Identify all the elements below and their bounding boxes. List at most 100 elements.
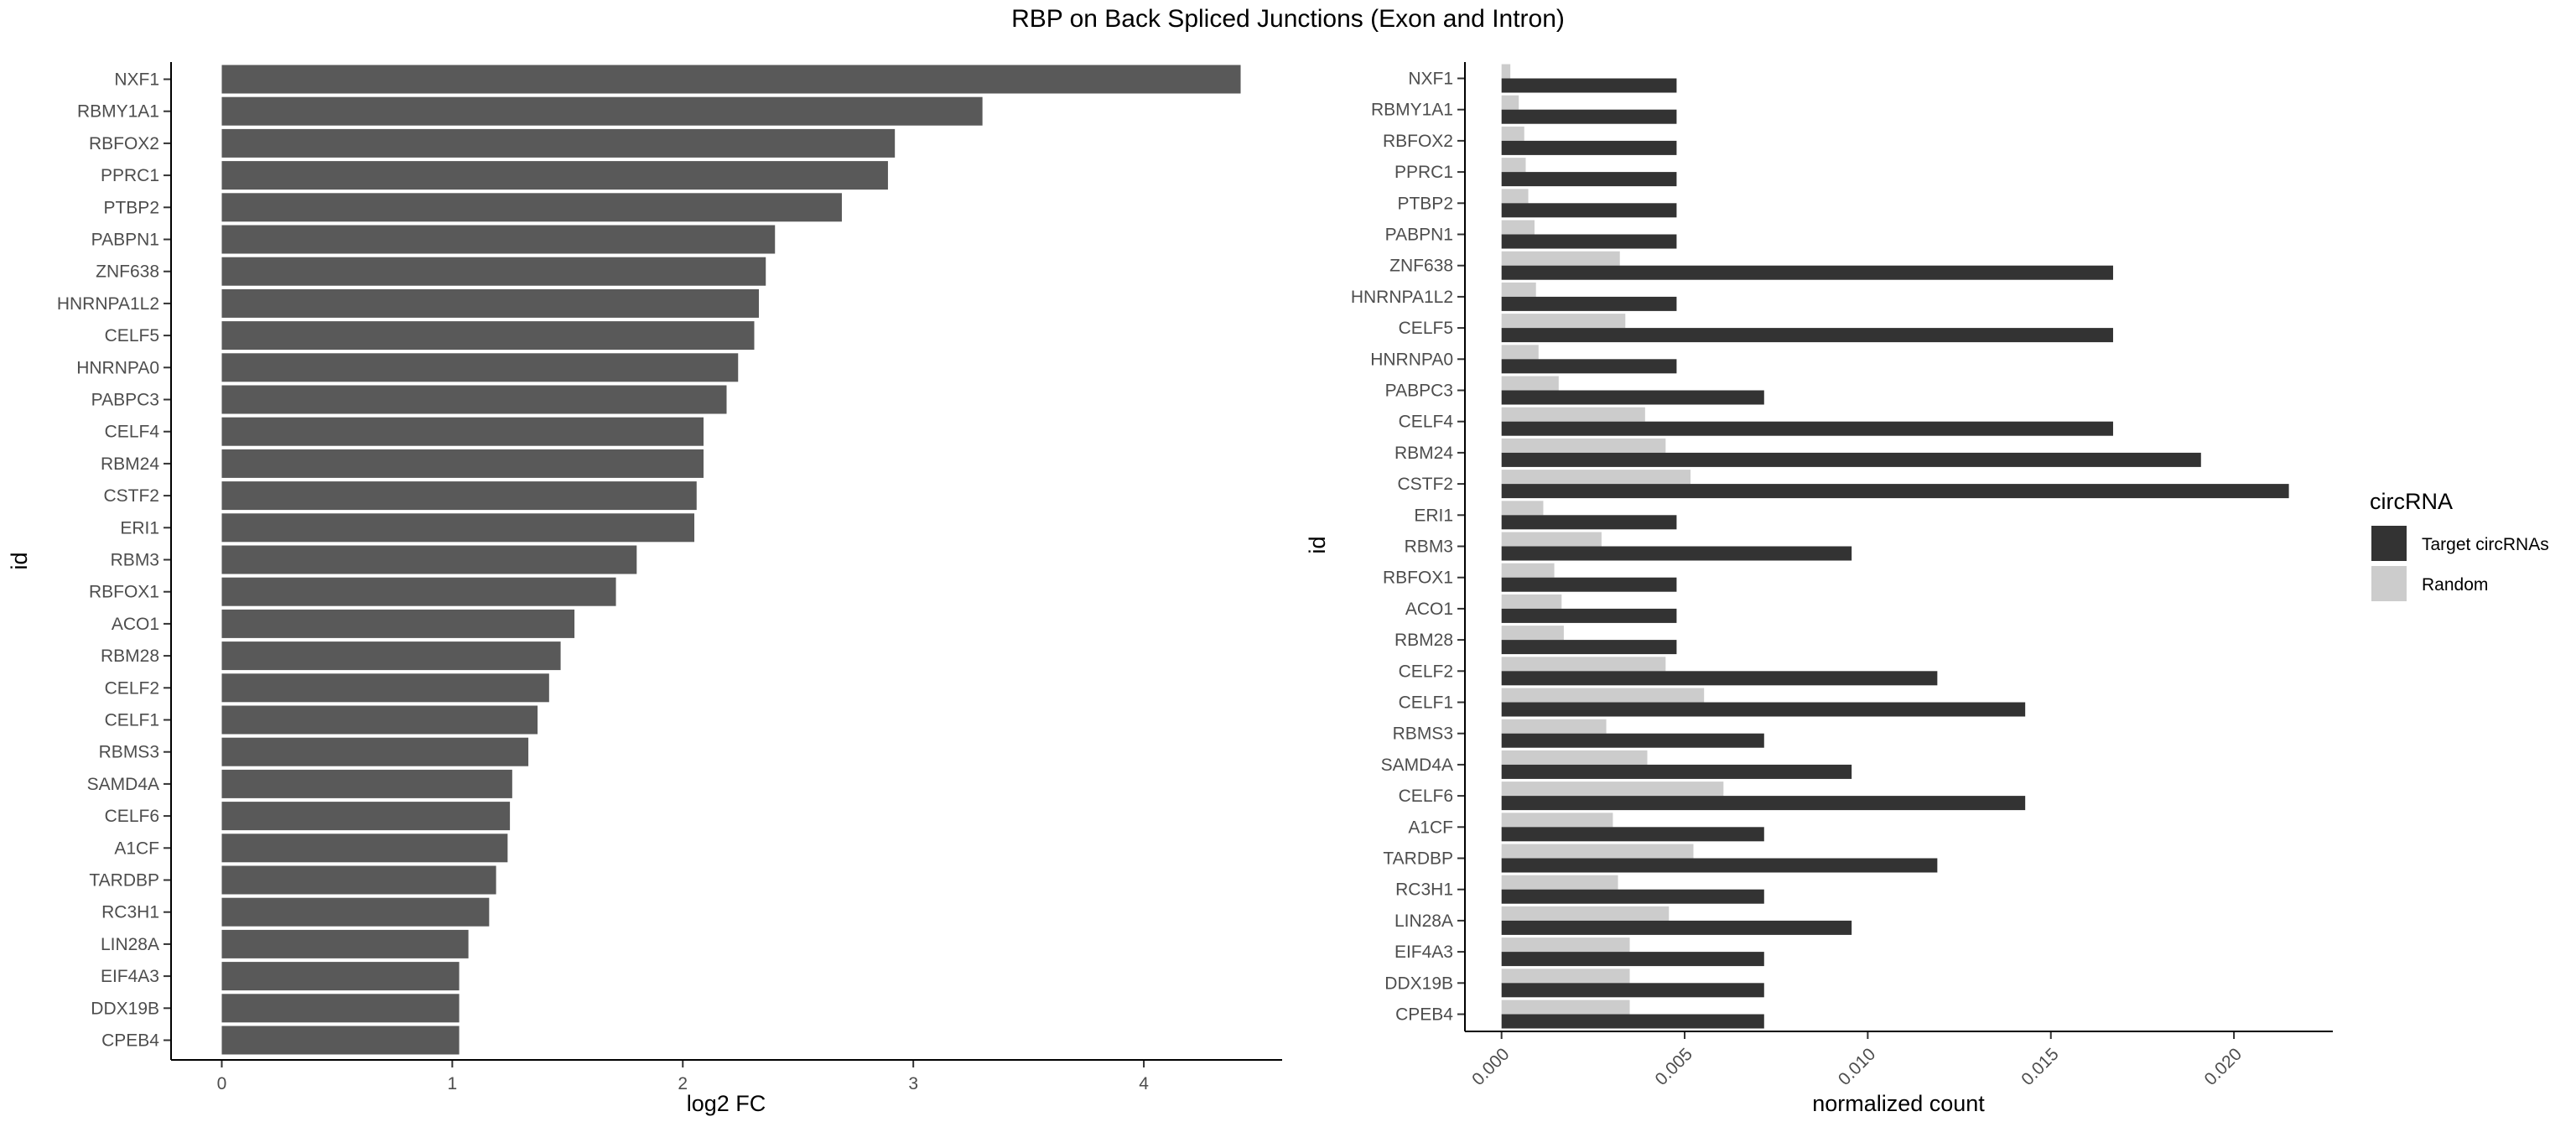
y-tick-label: LIN28A [101,935,159,954]
legend-swatch-random [2371,566,2407,601]
bar-nxf1 [221,65,1241,94]
bar-hnrnpa0 [221,353,739,382]
y-tick-label: NXF1 [114,70,159,90]
bar-target-hnrnpa1l2 [1501,296,1677,311]
bar-random-rbm24 [1501,438,1666,453]
bar-target-rbm24 [1501,452,2201,467]
y-tick-label: PPRC1 [101,166,159,185]
bar-tardbp [221,865,496,895]
legend-label-random: Random [2422,575,2488,595]
bar-target-rbm28 [1501,640,1677,655]
bar-hnrnpa1l2 [221,288,759,318]
y-tick-label: CELF5 [1399,319,1453,338]
y-tick-label: RBM3 [111,551,159,570]
bar-target-pprc1 [1501,172,1677,187]
bar-rbm3 [221,545,637,574]
bar-target-hnrnpa0 [1501,359,1677,374]
bar-random-rbms3 [1501,719,1607,734]
bar-random-a1cf [1501,813,1613,828]
x-tick-label: 1 [448,1074,458,1093]
bar-random-rbmy1a1 [1501,95,1519,110]
bar-random-celf5 [1501,314,1626,329]
y-tick-label: RBFOX1 [1383,569,1453,588]
bar-target-aco1 [1501,608,1677,623]
left-x-axis-title: log2 FC [687,1091,766,1116]
bar-samd4a [221,769,512,798]
y-tick-label: A1CF [114,839,159,858]
y-tick-label: CELF4 [105,423,160,442]
y-tick-label: NXF1 [1408,70,1453,89]
bar-target-cstf2 [1501,484,2289,499]
y-tick-label: RBM28 [101,647,159,666]
y-tick-label: PABPN1 [91,231,159,250]
bar-target-rc3h1 [1501,889,1764,904]
y-tick-label: PABPN1 [1385,226,1453,245]
bar-cpeb4 [221,1026,460,1055]
right-x-ticks: 0.000 0.005 0.010 0.015 0.020 [1468,1031,2246,1089]
y-tick-label: CELF2 [1399,662,1453,681]
bar-random-celf1 [1501,688,1705,703]
y-tick-label: RBMS3 [1393,724,1453,744]
bar-rbm28 [221,641,561,671]
y-tick-label: ZNF638 [1389,257,1453,276]
left-x-ticks: 0 1 2 3 4 [217,1060,1149,1093]
bar-target-lin28a [1501,920,1852,935]
bar-target-celf5 [1501,328,2113,343]
bar-rc3h1 [221,897,490,927]
legend: circRNA Target circRNAs Random [2370,489,2549,601]
right-y-axis-title: id [1305,536,1330,553]
bar-ptbp2 [221,193,842,222]
y-tick-label: CSTF2 [103,486,159,506]
bar-random-ddx19b [1501,969,1630,984]
bar-random-rbfox1 [1501,563,1555,578]
y-tick-label: CELF1 [105,711,159,730]
bar-random-lin28a [1501,906,1670,921]
bar-random-cstf2 [1501,470,1691,485]
bar-random-cpeb4 [1501,1000,1630,1015]
bar-rbms3 [221,737,529,766]
y-tick-label: RBMY1A1 [1371,101,1453,120]
bar-target-eif4a3 [1501,952,1764,967]
bar-random-hnrnpa0 [1501,345,1539,360]
y-tick-label: PABPC3 [91,391,159,410]
left-chart: NXF1 RBMY1A1 RBFOX2 PPRC1 PTBP2 PABPN1 ZNF638 H… [7,62,1282,1116]
y-tick-label: CELF2 [105,678,159,698]
figure-title: RBP on Back Spliced Junctions (Exon and … [1011,5,1565,33]
y-tick-label: HNRNPA0 [76,358,159,377]
legend-label-target: Target circRNAs [2422,535,2549,554]
bar-eri1 [221,513,695,543]
y-tick-label: A1CF [1408,818,1453,837]
bar-target-pabpn1 [1501,234,1677,249]
y-tick-label: RC3H1 [1395,880,1453,900]
y-tick-label: SAMD4A [87,775,159,794]
bar-target-a1cf [1501,827,1764,842]
bar-pabpc3 [221,385,727,414]
bar-random-pabpn1 [1501,220,1535,235]
right-x-axis-title: normalized count [1812,1091,1985,1116]
y-tick-label: CELF6 [105,807,159,826]
y-tick-label: ERI1 [1414,506,1453,525]
bar-random-rbm28 [1501,626,1564,641]
left-y-ticks: NXF1 RBMY1A1 RBFOX2 PPRC1 PTBP2 PABPN1 ZNF638 H… [57,70,171,1051]
y-tick-label: CPEB4 [1395,1005,1453,1025]
bar-random-samd4a [1501,750,1648,765]
y-tick-label: RBM24 [1394,444,1453,463]
y-tick-label: LIN28A [1394,911,1453,931]
bar-target-cpeb4 [1501,1014,1764,1029]
y-tick-label: HNRNPA0 [1370,350,1453,369]
bar-target-pabpc3 [1501,390,1764,405]
y-tick-label: RBMY1A1 [77,102,159,122]
y-tick-label: PTBP2 [1397,194,1453,213]
bar-random-aco1 [1501,594,1562,609]
y-tick-label: CSTF2 [1397,475,1453,494]
bar-znf638 [221,257,766,286]
bar-target-celf6 [1501,796,2026,811]
bar-target-znf638 [1501,265,2113,280]
bar-target-tardbp [1501,858,1938,873]
bar-target-celf2 [1501,671,1938,686]
y-tick-label: SAMD4A [1381,756,1453,775]
bar-target-rbfox2 [1501,140,1677,155]
x-tick-label: 4 [1139,1074,1149,1093]
y-tick-label: PTBP2 [103,198,159,217]
bar-random-eri1 [1501,501,1544,516]
